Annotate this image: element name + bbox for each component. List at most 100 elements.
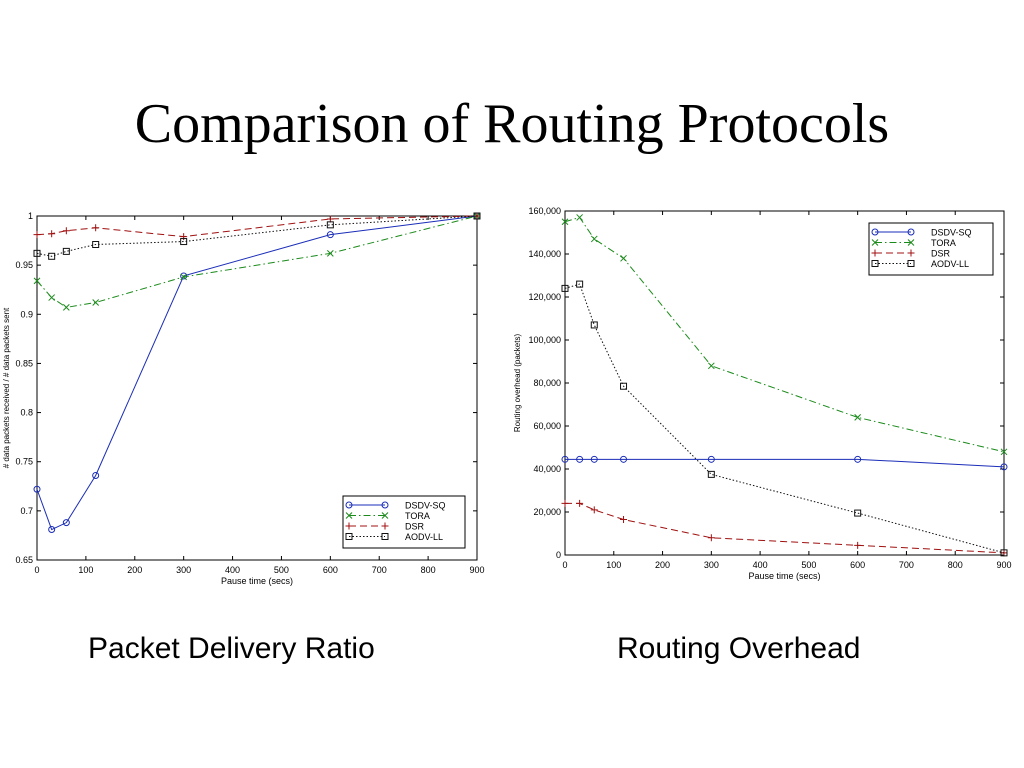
data-point-tora bbox=[62, 304, 70, 311]
data-point-dsdv-sq bbox=[92, 471, 100, 479]
series-line-aodv-ll bbox=[564, 283, 1005, 554]
data-point-dsr bbox=[326, 215, 334, 223]
y-tick-label: 0.75 bbox=[15, 457, 33, 467]
data-point-tora bbox=[33, 277, 41, 285]
y-tick-label: 0 bbox=[556, 550, 561, 560]
legend-marker bbox=[871, 239, 879, 246]
legend-marker bbox=[345, 522, 353, 530]
data-point-tora bbox=[180, 273, 188, 281]
data-point-dsr bbox=[62, 227, 70, 235]
x-tick-label: 500 bbox=[801, 560, 816, 570]
y-axis-label: # data packets received / # data packets… bbox=[2, 307, 11, 468]
data-point-tora bbox=[854, 414, 862, 421]
y-tick-label: 40,000 bbox=[533, 464, 561, 474]
series-line-tora bbox=[36, 215, 478, 308]
series-line-dsdv-sq bbox=[565, 458, 1005, 468]
y-tick-label: 0.85 bbox=[15, 358, 33, 368]
legend-box bbox=[342, 495, 466, 549]
x-tick-label: 100 bbox=[606, 560, 621, 570]
x-tick-label: 300 bbox=[704, 560, 719, 570]
y-tick-label: 80,000 bbox=[533, 378, 561, 388]
series-tora bbox=[561, 214, 1008, 456]
x-tick-label: 700 bbox=[899, 560, 914, 570]
data-point-dsr bbox=[576, 499, 584, 507]
legend-marker bbox=[345, 533, 353, 540]
legend-marker bbox=[381, 533, 389, 540]
x-tick-label: 800 bbox=[948, 560, 963, 570]
data-point-tora bbox=[1000, 448, 1008, 456]
data-point-dsdv-sq bbox=[561, 455, 569, 463]
x-tick-label: 0 bbox=[562, 560, 567, 570]
x-tick-label: 900 bbox=[996, 560, 1011, 570]
legend-label-dsr: DSR bbox=[931, 249, 951, 259]
legend-marker bbox=[907, 260, 915, 267]
legend-marker bbox=[345, 512, 353, 519]
data-point-aodv-ll bbox=[180, 238, 188, 246]
series-aodv-ll bbox=[561, 280, 1008, 557]
legend-label-dsr: DSR bbox=[405, 522, 425, 532]
data-point-tora bbox=[590, 235, 598, 243]
y-tick-label: 120,000 bbox=[528, 292, 561, 302]
y-tick-label: 0.95 bbox=[15, 260, 33, 270]
data-point-aodv-ll bbox=[1000, 549, 1008, 557]
y-tick-label: 0.65 bbox=[15, 555, 33, 565]
legend-marker bbox=[381, 522, 389, 530]
y-tick-label: 20,000 bbox=[533, 507, 561, 517]
data-point-dsr bbox=[180, 233, 188, 241]
data-point-aodv-ll bbox=[576, 280, 584, 288]
y-tick-label: 60,000 bbox=[533, 421, 561, 431]
series-line-dsr bbox=[36, 215, 478, 238]
x-tick-label: 100 bbox=[78, 565, 93, 575]
data-point-dsdv-sq bbox=[590, 455, 598, 463]
legend-marker bbox=[345, 501, 353, 509]
x-tick-label: 900 bbox=[469, 565, 484, 575]
legend-marker bbox=[871, 228, 879, 236]
slide-title: Comparison of Routing Protocols bbox=[134, 93, 890, 155]
data-point-dsr bbox=[620, 516, 628, 524]
caption-routing-overhead: Routing Overhead bbox=[617, 632, 861, 665]
x-tick-label: 600 bbox=[850, 560, 865, 570]
legend-label-aodv-ll: AODV-LL bbox=[405, 532, 443, 542]
legend-marker bbox=[381, 501, 389, 509]
legend-label-tora: TORA bbox=[405, 511, 430, 521]
y-axis-label: Routing overhead (packets) bbox=[513, 334, 522, 433]
series-line-aodv-ll bbox=[36, 215, 478, 257]
legend-marker bbox=[907, 249, 915, 257]
x-tick-label: 500 bbox=[274, 565, 289, 575]
data-point-dsr bbox=[473, 212, 481, 220]
data-point-dsdv-sq bbox=[707, 455, 715, 463]
y-tick-label: 100,000 bbox=[528, 335, 561, 345]
data-point-aodv-ll bbox=[854, 509, 862, 517]
data-point-dsr bbox=[561, 499, 569, 507]
plot-frame bbox=[36, 215, 478, 561]
data-point-tora bbox=[620, 254, 627, 262]
data-point-aodv-ll bbox=[473, 212, 481, 220]
x-tick-label: 600 bbox=[323, 565, 338, 575]
data-point-aodv-ll bbox=[92, 241, 100, 249]
y-tick-label: 160,000 bbox=[528, 206, 561, 216]
data-point-tora bbox=[561, 218, 569, 226]
data-point-dsdv-sq bbox=[48, 526, 56, 534]
series-line-dsr bbox=[565, 502, 1005, 554]
data-point-dsdv-sq bbox=[1000, 463, 1008, 471]
data-point-aodv-ll bbox=[33, 249, 41, 257]
legend-label-dsdv-sq: DSDV-SQ bbox=[931, 228, 972, 238]
y-tick-label: 0.7 bbox=[20, 506, 33, 516]
legend-marker bbox=[871, 260, 879, 267]
data-point-aodv-ll bbox=[707, 470, 715, 478]
y-tick-label: 1 bbox=[28, 211, 33, 221]
x-tick-label: 200 bbox=[127, 565, 142, 575]
legend-marker bbox=[907, 239, 915, 246]
x-tick-label: 300 bbox=[176, 565, 191, 575]
data-point-aodv-ll bbox=[48, 252, 56, 260]
data-point-dsdv-sq bbox=[854, 455, 862, 463]
legend-label-dsdv-sq: DSDV-SQ bbox=[405, 501, 446, 511]
data-point-aodv-ll bbox=[561, 284, 569, 292]
data-point-aodv-ll bbox=[62, 247, 70, 255]
caption-packet-delivery-ratio: Packet Delivery Ratio bbox=[88, 632, 375, 665]
x-tick-label: 400 bbox=[753, 560, 768, 570]
legend-marker bbox=[871, 249, 879, 257]
x-axis-label: Pause time (secs) bbox=[221, 576, 293, 586]
data-point-dsr bbox=[590, 506, 598, 514]
